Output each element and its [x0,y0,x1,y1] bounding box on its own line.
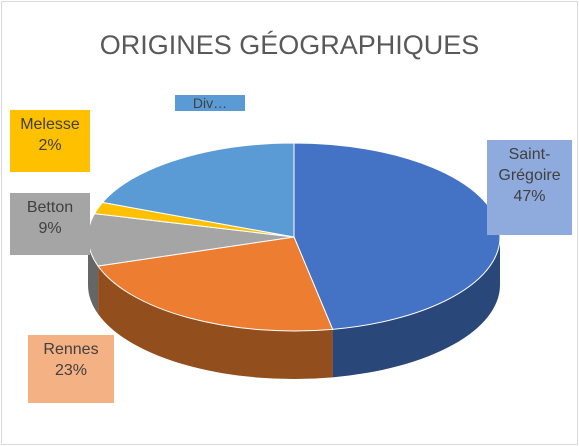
category-label: Saint-Grégoire [498,146,561,184]
value-label: 2% [38,137,62,154]
slice [101,142,295,238]
category-label: Betton [26,199,74,216]
slice-side [332,237,501,378]
value-label: 23% [54,362,88,379]
category-label: Melesse [20,116,80,133]
category-label: Rennes [43,341,99,358]
category-label: Div… [192,95,228,111]
slice [97,236,334,332]
slice-side [88,237,99,315]
data-label: Saint-Grégoire 47% [487,140,572,235]
value-label: 47% [513,188,546,205]
value-label: 9% [38,220,62,237]
data-label: Rennes 23% [28,335,114,403]
data-label: Div… [175,95,245,111]
data-label: Betton 9% [10,193,90,255]
slice-side [98,266,333,379]
chart-title: ORIGINES GÉOGRAPHIQUES [99,30,480,60]
data-label: Melesse 2% [10,110,90,172]
